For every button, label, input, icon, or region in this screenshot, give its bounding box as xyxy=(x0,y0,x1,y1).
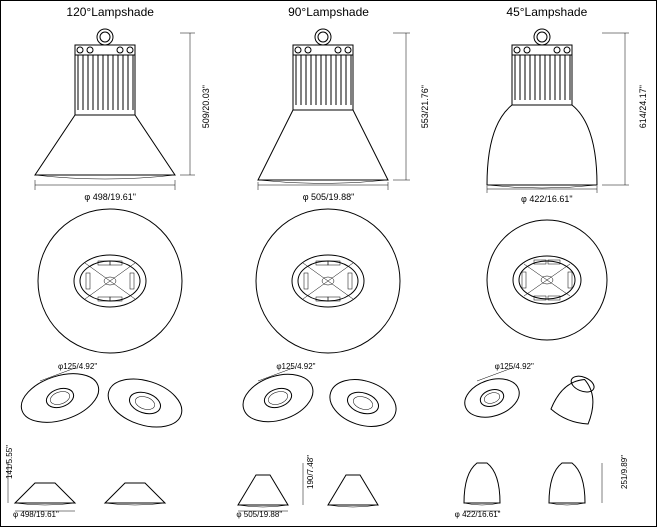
detail-bottom-dim: φ 422/16.61" xyxy=(455,510,501,519)
diagram-grid: 120°Lampshade xyxy=(1,1,656,526)
detail-views-45: φ125/4.92" 251/9.89" φ 422/16.61" xyxy=(440,360,654,515)
side-view-45: 614/24.17" φ 422/16.61" xyxy=(440,25,654,200)
top-view-120 xyxy=(3,200,217,360)
detail-height-dim: 251/9.89" xyxy=(620,455,629,489)
column-45: 45°Lampshade xyxy=(438,1,656,526)
top-view-90 xyxy=(221,200,435,360)
height-dim: 509/20.03" xyxy=(201,85,211,128)
detail-height-dim: 190/7.48" xyxy=(306,455,315,489)
height-dim: 614/24.17" xyxy=(638,85,648,128)
height-dim: 553/21.76" xyxy=(420,85,430,128)
detail-bottom-dim: φ 505/19.88" xyxy=(236,510,282,519)
column-120: 120°Lampshade xyxy=(1,1,219,526)
column-90: 90°Lampshade xyxy=(219,1,437,526)
detail-bottom-dim: φ 498/19.61" xyxy=(13,510,59,519)
detail-top-dim: φ125/4.92" xyxy=(495,362,534,371)
detail-views-90: φ125/4.92" 190/7.48" φ 505/19.88" xyxy=(221,360,435,515)
detail-views-120: φ125/4.92" 141/5.55" φ 498/19.61" xyxy=(3,360,217,515)
side-view-120: 509/20.03" φ 498/19.61" xyxy=(3,25,217,200)
detail-top-dim: φ125/4.92" xyxy=(58,362,97,371)
detail-height-dim: 141/5.55" xyxy=(5,445,14,479)
top-view-45 xyxy=(440,200,654,360)
col-title: 90°Lampshade xyxy=(288,5,369,19)
col-title: 120°Lampshade xyxy=(66,5,154,19)
col-title: 45°Lampshade xyxy=(506,5,587,19)
side-view-90: 553/21.76" φ 505/19.88" xyxy=(221,25,435,200)
detail-top-dim: φ125/4.92" xyxy=(276,362,315,371)
